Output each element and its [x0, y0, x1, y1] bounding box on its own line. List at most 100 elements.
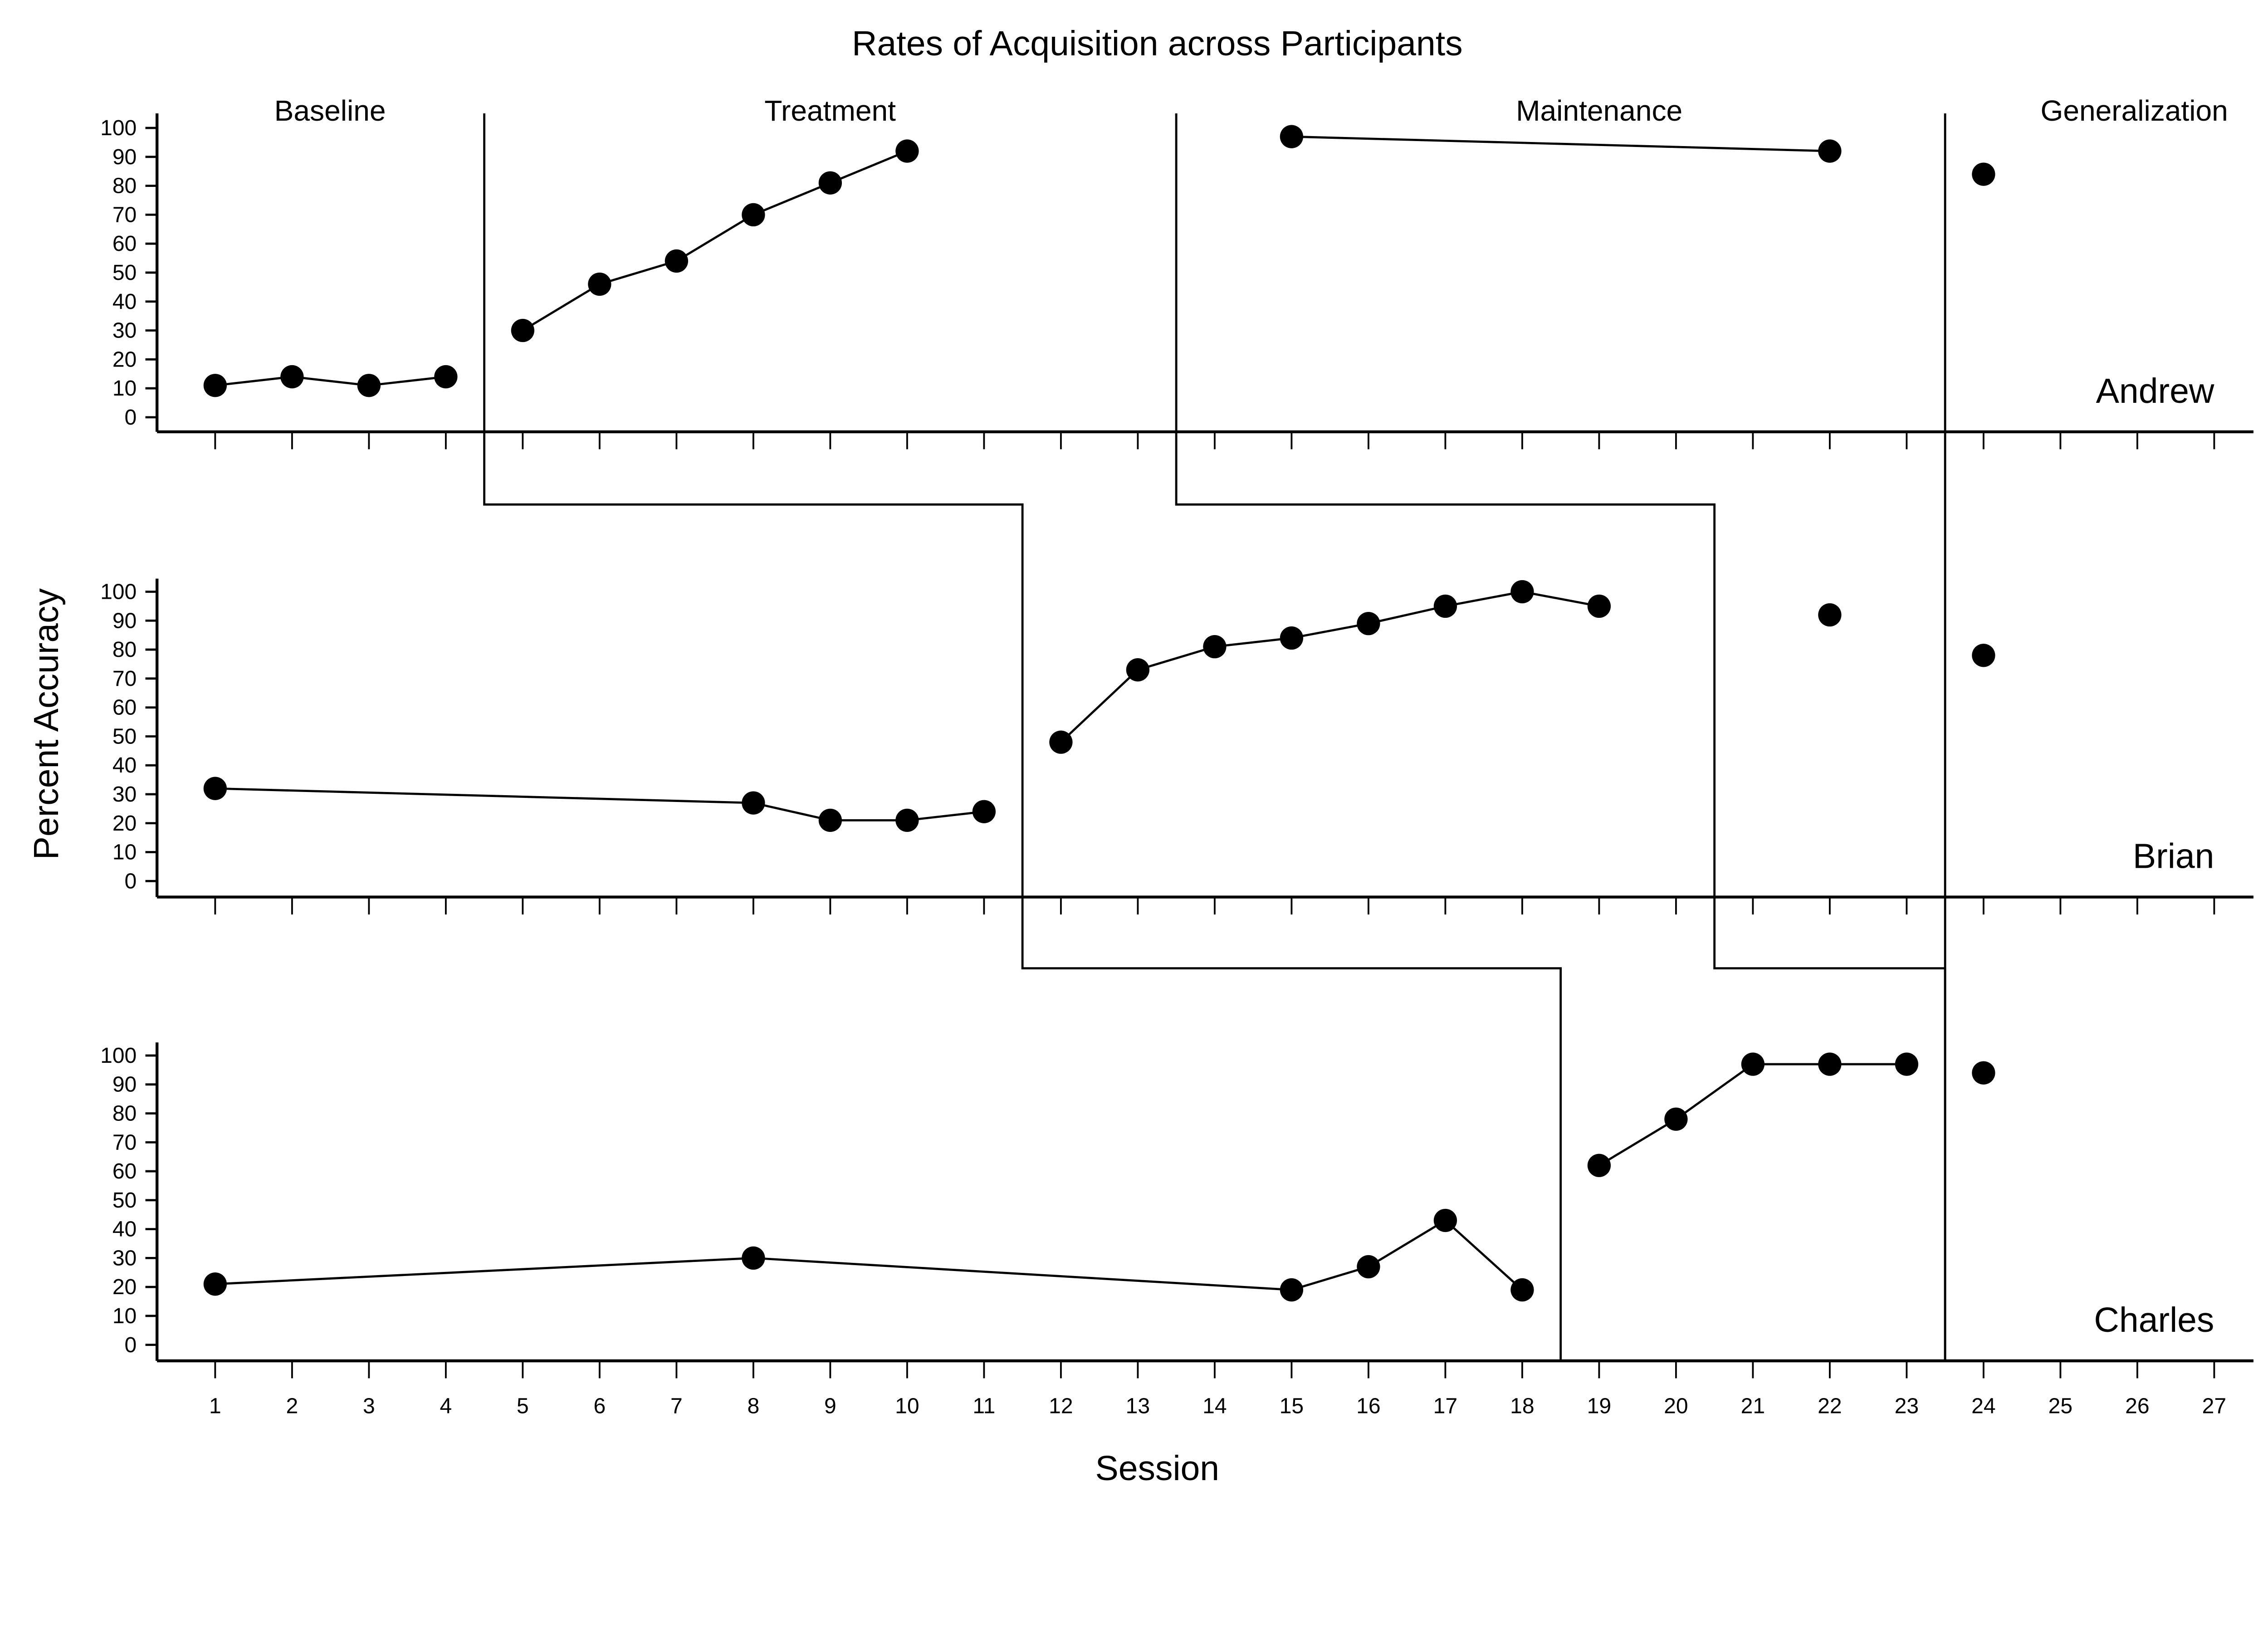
data-point	[1433, 594, 1457, 618]
y-tick-label: 50	[112, 724, 137, 748]
y-tick-label: 40	[112, 289, 137, 314]
y-tick-label: 30	[112, 782, 137, 807]
data-point	[434, 365, 458, 389]
x-tick-label: 7	[670, 1393, 683, 1418]
y-tick-label: 90	[112, 608, 137, 633]
series-line	[1060, 591, 1599, 743]
data-point	[203, 374, 227, 397]
y-tick-label: 80	[112, 637, 137, 662]
data-point	[1280, 626, 1304, 650]
y-tick-label: 60	[112, 231, 137, 256]
y-tick-label: 0	[125, 1333, 137, 1357]
phase-label-treatment: Treatment	[764, 94, 896, 127]
x-tick-label: 2	[286, 1393, 298, 1418]
y-tick-label: 0	[125, 869, 137, 893]
x-tick-label: 14	[1202, 1393, 1227, 1418]
data-point	[1049, 730, 1073, 754]
data-point	[1280, 1278, 1304, 1302]
y-tick-label: 50	[112, 260, 137, 285]
y-tick-label: 70	[112, 202, 137, 227]
x-tick-label: 10	[895, 1393, 919, 1418]
series-line	[215, 1219, 1523, 1291]
data-point	[1510, 1278, 1534, 1302]
y-tick-label: 50	[112, 1188, 137, 1213]
phase-change-lines	[483, 113, 1946, 1361]
series-line	[1291, 135, 1830, 152]
data-point	[1126, 658, 1150, 682]
data-point	[1895, 1052, 1919, 1076]
data-point	[203, 1272, 227, 1296]
data-point	[1280, 125, 1304, 148]
data-point	[1664, 1107, 1688, 1131]
data-point	[818, 808, 842, 832]
data-point	[1818, 603, 1842, 627]
y-tick-label: 90	[112, 1072, 137, 1097]
x-tick-label: 27	[2202, 1393, 2226, 1418]
multiple-baseline-chart: Rates of Acquisition across Participants…	[27, 24, 2253, 1488]
x-tick-label: 15	[1280, 1393, 1304, 1418]
y-tick-label: 30	[112, 1246, 137, 1270]
x-tick-label: 26	[2125, 1393, 2149, 1418]
y-tick-label: 40	[112, 753, 137, 777]
series-line	[522, 150, 908, 332]
phase-label-generalization: Generalization	[2040, 94, 2228, 127]
data-point	[203, 777, 227, 800]
y-tick-label: 100	[100, 580, 137, 604]
data-point	[1203, 635, 1227, 659]
y-tick-label: 60	[112, 1159, 137, 1183]
data-point	[1587, 594, 1611, 618]
data-point	[511, 318, 535, 342]
series-line	[215, 787, 984, 821]
x-tick-label: 23	[1895, 1393, 1919, 1418]
phase-label-maintenance: Maintenance	[1516, 94, 1682, 127]
data-point	[1357, 612, 1380, 636]
x-axis-label: Session	[1095, 1449, 1219, 1488]
x-tick-label: 25	[2048, 1393, 2072, 1418]
x-tick-label: 16	[1356, 1393, 1380, 1418]
data-point	[895, 139, 919, 163]
series-line	[215, 376, 446, 387]
x-tick-label: 22	[1818, 1393, 1842, 1418]
x-tick-label: 17	[1433, 1393, 1457, 1418]
x-tick-label: 20	[1664, 1393, 1688, 1418]
x-tick-label: 8	[748, 1393, 760, 1418]
y-tick-label: 100	[100, 116, 137, 140]
participant-label: Brian	[2133, 836, 2214, 875]
data-point	[357, 374, 381, 397]
y-tick-label: 0	[125, 405, 137, 430]
panel-andrew: 0 10 20 30 40 50 60 70 80 90 100 Andrew	[100, 113, 2253, 450]
x-tick-label: 11	[973, 1393, 995, 1418]
y-tick-label: 20	[112, 811, 137, 836]
y-tick-label: 20	[112, 347, 137, 372]
x-tick-label: 19	[1587, 1393, 1611, 1418]
participant-label: Andrew	[2096, 372, 2214, 411]
data-point	[1818, 139, 1842, 163]
y-tick-label: 80	[112, 174, 137, 198]
data-point	[1433, 1208, 1457, 1232]
y-tick-label: 10	[112, 376, 137, 401]
y-tick-label: 30	[112, 318, 137, 343]
chart-title: Rates of Acquisition across Participants	[852, 24, 1463, 63]
y-tick-label: 70	[112, 666, 137, 691]
data-point	[1818, 1052, 1842, 1076]
x-tick-label: 5	[517, 1393, 529, 1418]
y-tick-label: 100	[100, 1043, 137, 1068]
participant-label: Charles	[2094, 1301, 2214, 1340]
x-tick-label: 21	[1741, 1393, 1765, 1418]
data-point	[1741, 1052, 1765, 1076]
phase-label-baseline: Baseline	[274, 94, 386, 127]
x-tick-label: 18	[1510, 1393, 1534, 1418]
data-point	[1972, 162, 1995, 186]
data-point	[895, 808, 919, 832]
data-point	[1510, 580, 1534, 604]
x-tick-label: 4	[440, 1393, 452, 1418]
data-point	[588, 272, 611, 296]
y-tick-label: 10	[112, 840, 137, 865]
data-point	[742, 1246, 765, 1270]
x-tick-label: 6	[594, 1393, 606, 1418]
data-point	[1357, 1255, 1380, 1279]
x-tick-label: 13	[1126, 1393, 1150, 1418]
x-tick-label: 24	[1971, 1393, 1995, 1418]
data-point	[280, 365, 304, 389]
